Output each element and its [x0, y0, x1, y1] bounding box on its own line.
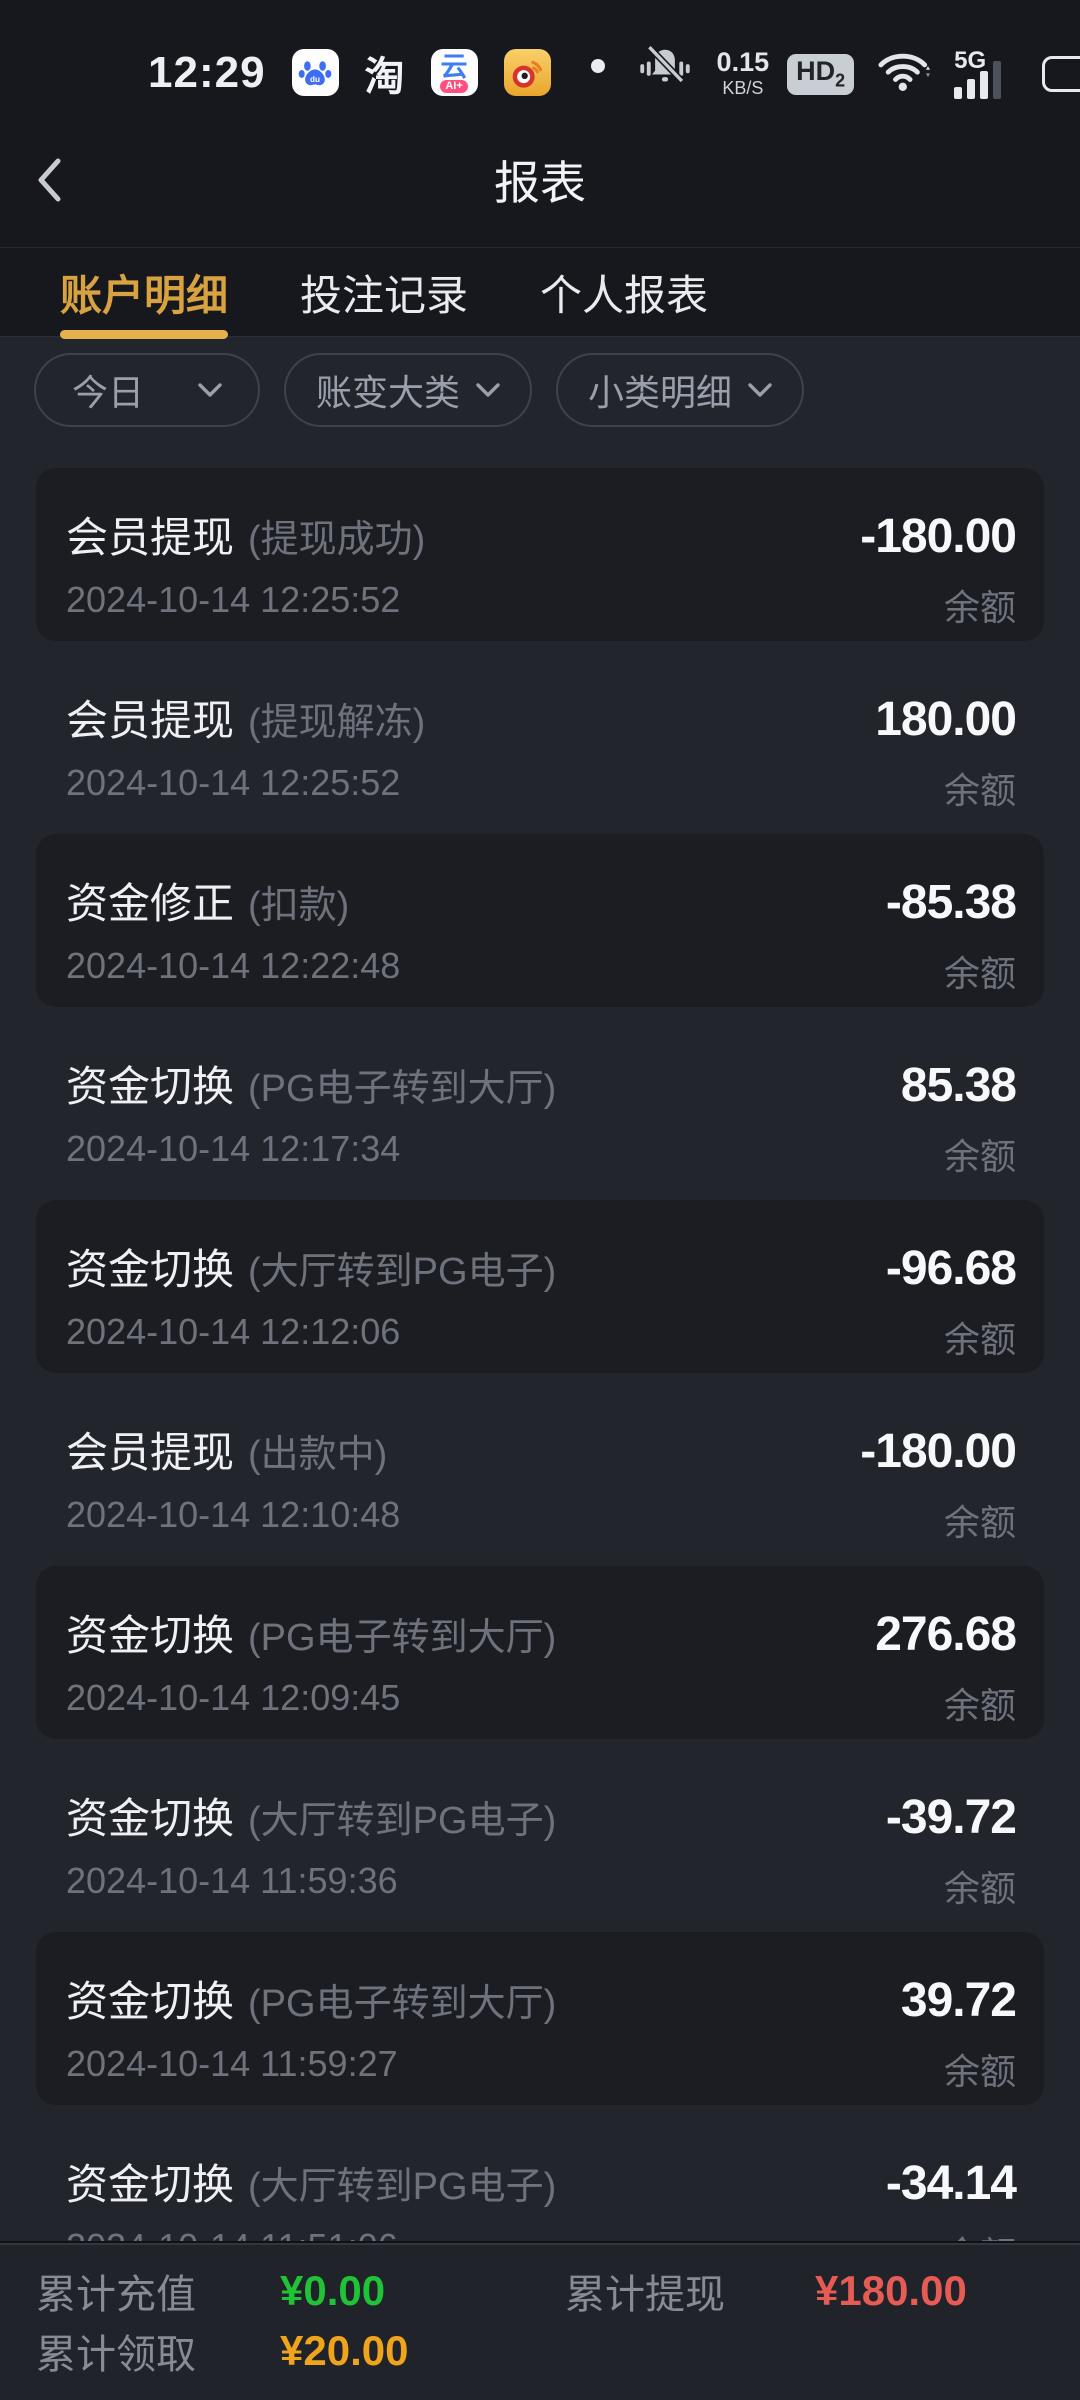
- header: 报表: [0, 112, 1080, 247]
- transaction-amount: -34.14: [885, 2157, 1017, 2210]
- transaction-amount: 276.68: [875, 1608, 1017, 1661]
- transaction-amount: -96.68: [885, 1242, 1017, 1295]
- page-title: 报表: [494, 156, 586, 209]
- taobao-app-icon: 淘: [364, 54, 405, 99]
- transaction-type: 会员提现: [66, 514, 235, 561]
- transaction-datetime: 2024-10-14 12:25:52: [66, 579, 401, 620]
- transaction-row[interactable]: 资金切换(大厅转到PG电子)-34.14 2024-10-14 11:51:06…: [0, 2110, 1080, 2293]
- transaction-list: 会员提现 (提现成功) -180.00 2024-10-14 12:25:52 余额 …: [0, 463, 1080, 2293]
- chevron-down-icon: [748, 382, 772, 397]
- transaction-datetime: 2024-10-14 11:59:36: [66, 1860, 398, 1901]
- transaction-amount: 39.72: [900, 1974, 1017, 2027]
- filter-category-dropdown[interactable]: 账变大类: [284, 353, 533, 427]
- transaction-datetime: 2024-10-14 12:17:34: [66, 1128, 401, 1169]
- transaction-amount: 85.38: [900, 1059, 1017, 1112]
- hd-voice-badge: HD2: [787, 54, 855, 95]
- total-claim-value: ¥20.00: [280, 2327, 409, 2374]
- total-claim-label: 累计领取: [36, 2333, 196, 2377]
- weibo-app-icon: [503, 49, 551, 96]
- transaction-type: 资金切换: [66, 1063, 235, 1110]
- transaction-note: (PG电子转到大厅): [248, 1983, 557, 2025]
- total-recharge-value: ¥0.00: [280, 2267, 386, 2314]
- chevron-down-icon: [198, 382, 222, 397]
- transaction-type: 资金切换: [66, 1246, 235, 1293]
- transaction-datetime: 2024-10-14 12:12:06: [66, 1311, 401, 1352]
- transaction-amount: -180.00: [860, 510, 1017, 563]
- balance-label: 余额: [943, 2051, 1016, 2092]
- transaction-datetime: 2024-10-14 12:10:48: [66, 1494, 401, 1535]
- transaction-datetime: 2024-10-14 12:25:52: [66, 762, 401, 803]
- transaction-row[interactable]: 资金切换 (大厅转到PG电子) -39.72 2024-10-14 11:59:36…: [0, 1744, 1080, 1927]
- transaction-note: (扣款): [248, 885, 350, 927]
- transaction-amount: 180.00: [875, 693, 1017, 746]
- transaction-type: 会员提现: [66, 697, 235, 744]
- filter-bar: 今日 账变大类 小类明细: [0, 337, 1080, 463]
- clock: 12:29: [148, 47, 266, 97]
- balance-label: 余额: [943, 587, 1016, 628]
- balance-label: 余额: [943, 1685, 1016, 1726]
- cloud-app-icon: 云 AI+: [430, 49, 478, 96]
- transaction-note: (提现解冻): [248, 702, 426, 744]
- tab-account-detail[interactable]: 账户明细: [60, 248, 229, 339]
- transaction-row[interactable]: 资金修正 (扣款) -85.38 2024-10-14 12:22:48 余额: [0, 829, 1080, 1012]
- tab-bar: 账户明细 投注记录 个人报表: [0, 247, 1080, 339]
- transaction-datetime: 2024-10-14 12:09:45: [66, 1677, 401, 1718]
- tab-personal-report[interactable]: 个人报表: [540, 271, 709, 319]
- balance-label: 余额: [943, 953, 1016, 994]
- filter-date-dropdown[interactable]: 今日: [34, 353, 260, 427]
- summary-bar: 累计充值 ¥0.00 累计提现 ¥180.00 累计领取 ¥20.00: [0, 2245, 1080, 2400]
- transaction-note: (PG电子转到大厅): [248, 1617, 557, 1659]
- transaction-amount: -180.00: [860, 1425, 1017, 1478]
- transaction-note: (大厅转到PG电子): [248, 1800, 557, 1842]
- wifi-icon: [876, 49, 932, 98]
- cellular-signal-icon: 5G: [954, 47, 1020, 99]
- status-bar: 12:29 du 淘 云 AI+: [0, 0, 1080, 112]
- total-recharge-label: 累计充值: [36, 2273, 196, 2317]
- transaction-note: (出款中): [248, 1434, 388, 1476]
- battery-icon: [1042, 55, 1080, 92]
- transaction-type: 资金切换: [66, 1795, 235, 1842]
- transaction-row[interactable]: 资金切换 (大厅转到PG电子) -96.68 2024-10-14 12:12:06…: [0, 1195, 1080, 1378]
- balance-label: 余额: [943, 1502, 1016, 1543]
- transaction-datetime: 2024-10-14 11:59:27: [66, 2043, 398, 2084]
- transaction-row[interactable]: 资金切换 (PG电子转到大厅) 276.68 2024-10-14 12:09:45…: [0, 1561, 1080, 1744]
- network-speed: 0.15 KB/S: [716, 46, 770, 98]
- transaction-note: (大厅转到PG电子): [248, 2166, 557, 2208]
- notification-dot-icon: [590, 58, 605, 73]
- transaction-datetime: 2024-10-14 12:22:48: [66, 945, 401, 986]
- transaction-amount: -85.38: [885, 876, 1017, 929]
- transaction-type: 资金切换: [66, 2161, 235, 2208]
- transaction-note: (大厅转到PG电子): [248, 1251, 557, 1293]
- transaction-row[interactable]: 会员提现 (出款中) -180.00 2024-10-14 12:10:48 余额: [0, 1378, 1080, 1561]
- back-button[interactable]: [34, 156, 64, 204]
- transaction-note: (PG电子转到大厅): [248, 1068, 557, 1110]
- tab-bet-records[interactable]: 投注记录: [300, 271, 469, 319]
- transaction-row[interactable]: 资金切换 (PG电子转到大厅) 85.38 2024-10-14 12:17:34 余…: [0, 1012, 1080, 1195]
- mute-icon: [639, 44, 691, 96]
- transaction-type: 会员提现: [66, 1429, 235, 1476]
- transaction-row[interactable]: 会员提现 (提现解冻) 180.00 2024-10-14 12:25:52 余额: [0, 646, 1080, 829]
- transaction-type: 资金切换: [66, 1978, 235, 2025]
- balance-label: 余额: [943, 1136, 1016, 1177]
- transaction-amount: -39.72: [885, 1791, 1017, 1844]
- balance-label: 余额: [943, 770, 1016, 811]
- svg-text:du: du: [310, 74, 320, 83]
- balance-label: 余额: [943, 1319, 1016, 1360]
- transaction-row[interactable]: 会员提现 (提现成功) -180.00 2024-10-14 12:25:52 余额: [0, 463, 1080, 646]
- transaction-type: 资金修正: [66, 880, 235, 927]
- total-withdraw-label: 累计提现: [565, 2273, 725, 2317]
- balance-label: 余额: [943, 1868, 1016, 1909]
- transaction-type: 资金切换: [66, 1612, 235, 1659]
- total-withdraw-value: ¥180.00: [815, 2267, 967, 2314]
- baidu-app-icon: du: [291, 49, 339, 96]
- filter-subcategory-dropdown[interactable]: 小类明细: [556, 353, 805, 427]
- transaction-row[interactable]: 资金切换 (PG电子转到大厅) 39.72 2024-10-14 11:59:27 余…: [0, 1927, 1080, 2110]
- chevron-down-icon: [476, 382, 500, 397]
- transaction-note: (提现成功): [248, 519, 426, 561]
